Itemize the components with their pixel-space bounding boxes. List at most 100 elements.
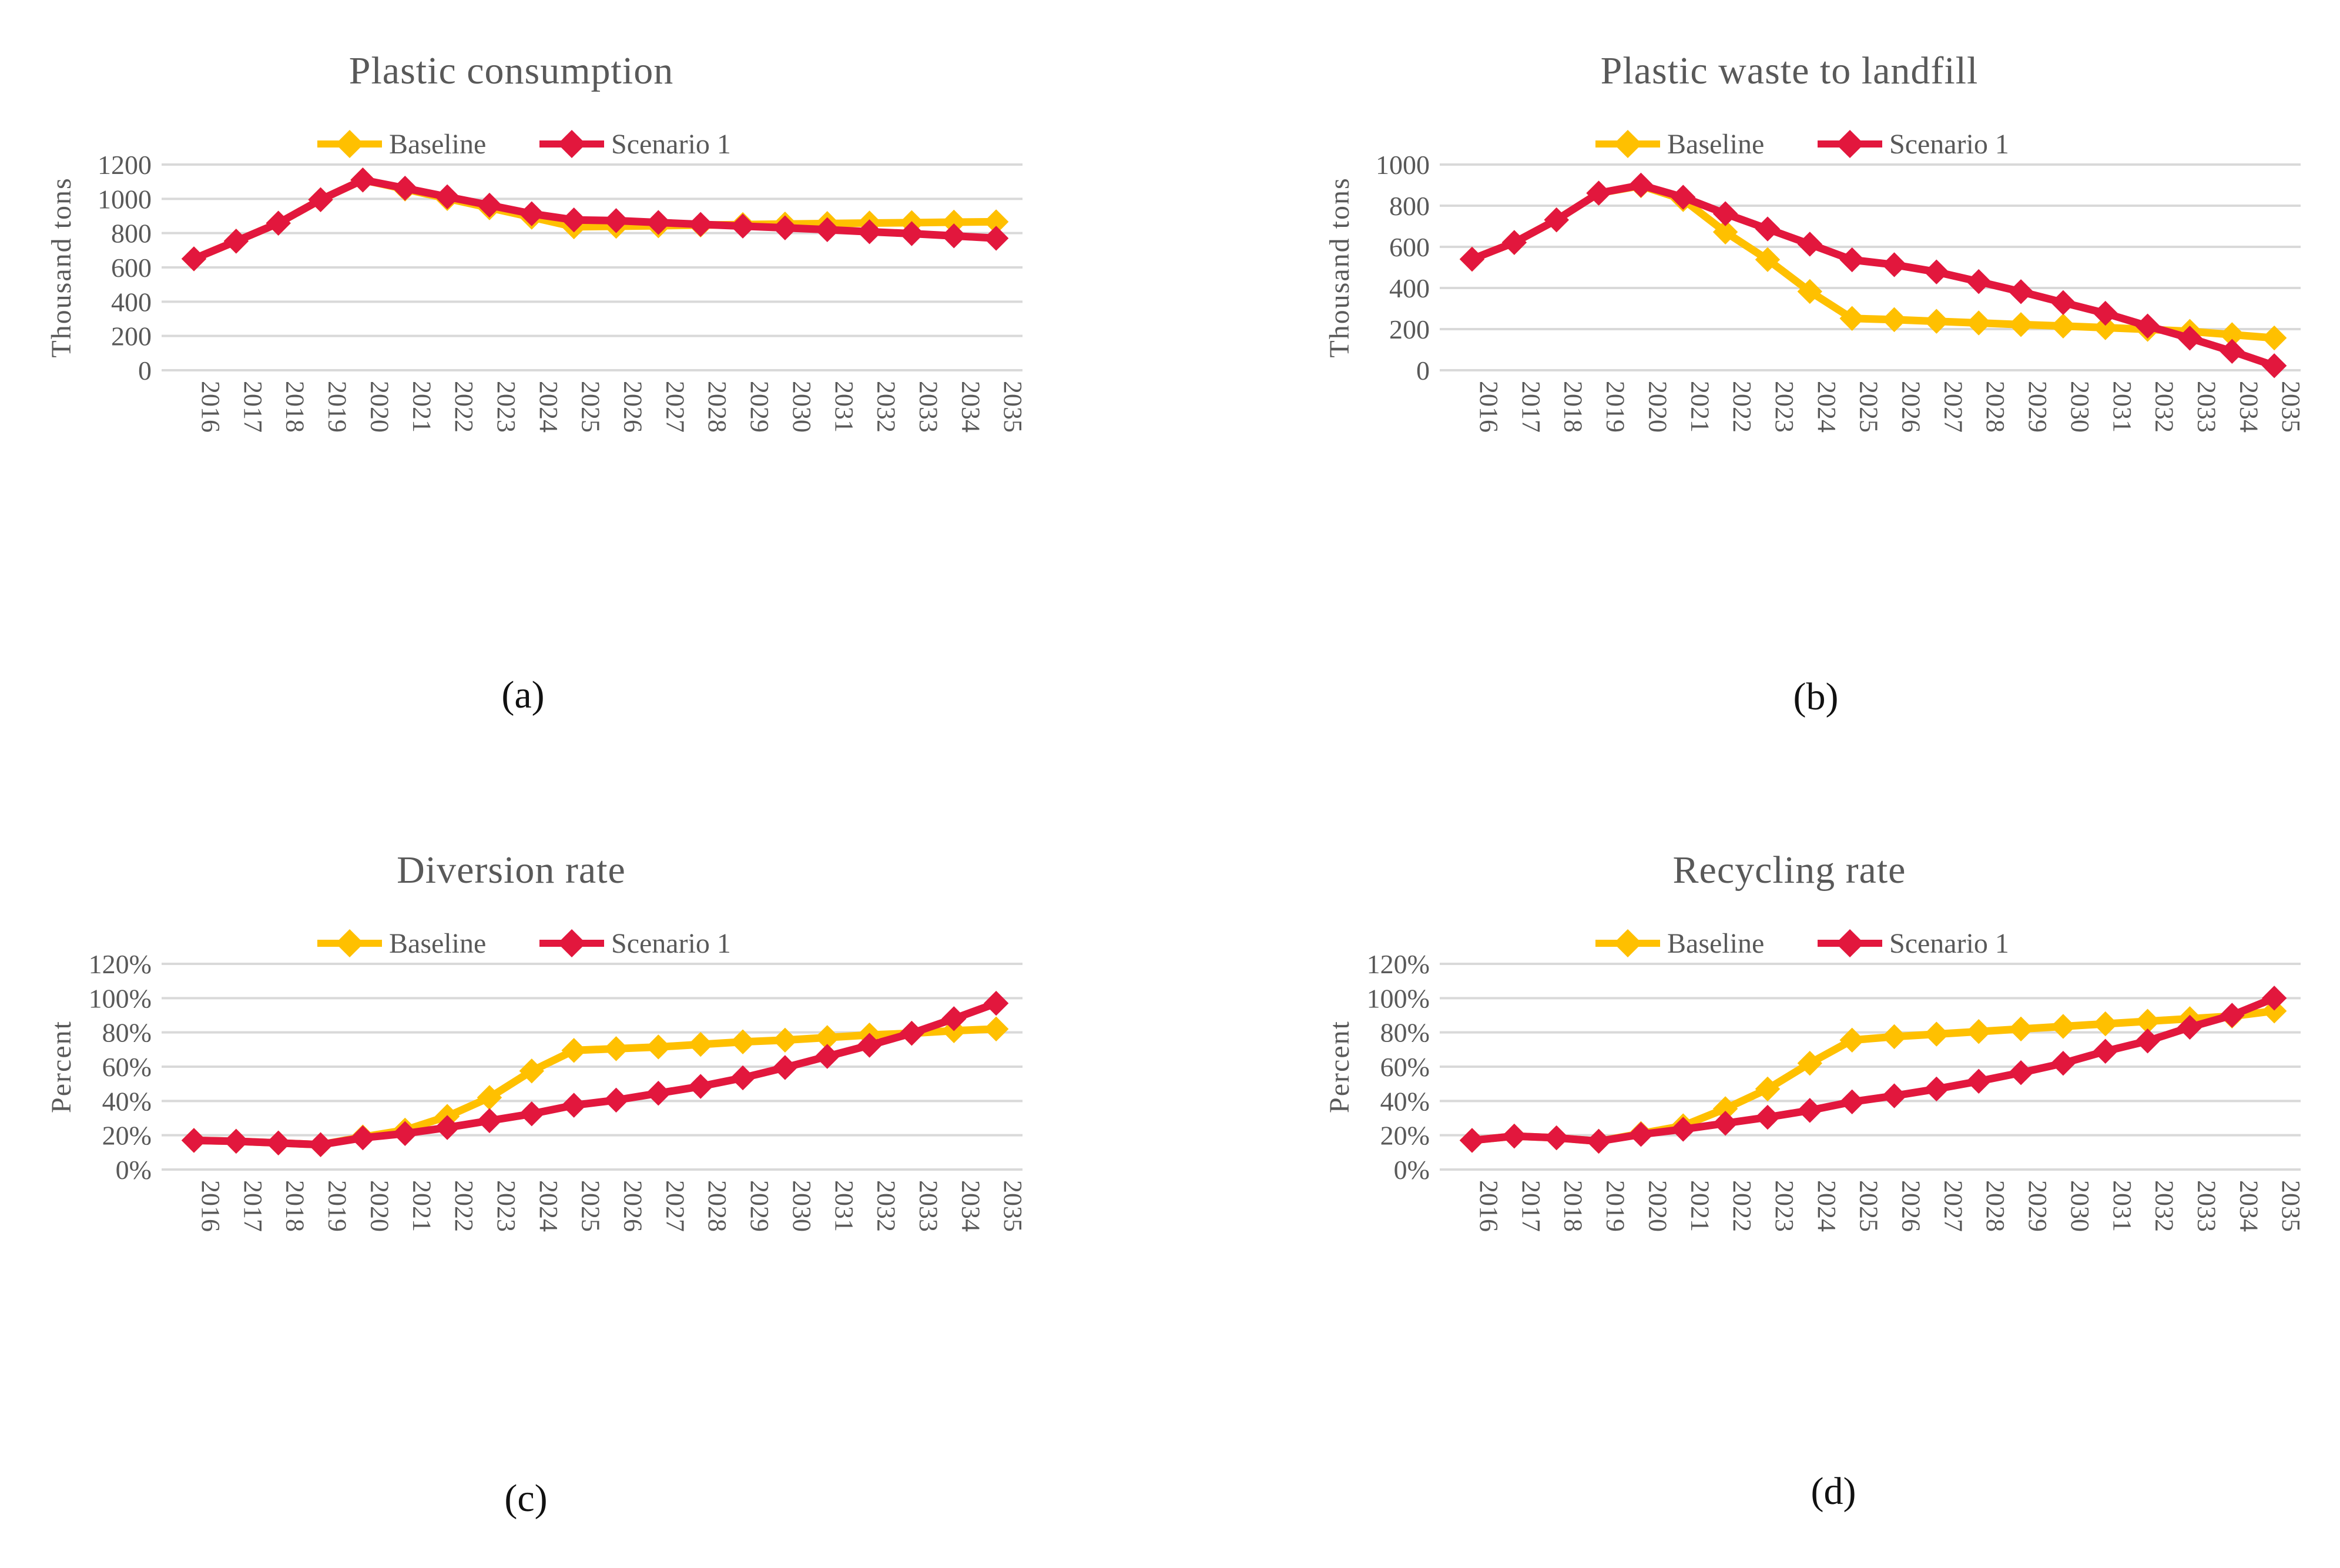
x-axis-tick-label: 2032 bbox=[872, 381, 901, 433]
x-axis-tick-label: 2024 bbox=[1812, 381, 1841, 433]
data-point-marker bbox=[477, 1085, 502, 1110]
data-point-marker bbox=[1839, 247, 1865, 273]
x-axis-tick-label: 2024 bbox=[534, 1180, 563, 1232]
y-axis-tick-label: 0% bbox=[116, 1155, 152, 1185]
plastic-waste-to-landfill-chart: 0 200 400 600 800 1000 Thousand tons Plastic wa… bbox=[1324, 49, 2305, 433]
x-axis-tick-label: 2021 bbox=[1685, 1180, 1714, 1232]
data-point-marker bbox=[181, 246, 207, 272]
y-axis-tick-label: 200 bbox=[111, 321, 152, 351]
data-point-marker bbox=[2220, 339, 2245, 364]
legend-item: Scenario 1 bbox=[1818, 129, 2009, 160]
data-point-marker bbox=[941, 209, 967, 235]
data-point-marker bbox=[772, 1055, 798, 1080]
legend-item: Baseline bbox=[1595, 129, 1764, 160]
data-point-marker bbox=[1924, 259, 1949, 284]
data-point-marker bbox=[2008, 1016, 2034, 1042]
x-axis-tick-label: 2032 bbox=[872, 1180, 901, 1232]
x-axis-tick-label: 2020 bbox=[1643, 1180, 1672, 1232]
x-axis-tick-label: 2016 bbox=[1474, 1180, 1503, 1232]
y-axis-tick-label: 40% bbox=[102, 1086, 152, 1116]
data-point-marker bbox=[434, 184, 460, 210]
data-point-marker bbox=[2135, 1028, 2160, 1054]
y-axis-tick-label: 120% bbox=[89, 949, 152, 979]
legend-marker-diamond bbox=[1835, 929, 1865, 958]
x-axis-tick-label: 2018 bbox=[281, 381, 310, 433]
data-point-marker bbox=[730, 213, 756, 239]
legend-item: Baseline bbox=[317, 928, 486, 959]
y-axis-tick-label: 20% bbox=[1380, 1121, 1430, 1151]
y-axis-tick-label: 20% bbox=[102, 1121, 152, 1151]
series-scenario1 bbox=[1459, 172, 2287, 378]
y-axis-title: Percent bbox=[1324, 1020, 1355, 1113]
chart-title: Plastic waste to landfill bbox=[1601, 49, 1979, 92]
data-point-marker bbox=[2261, 986, 2287, 1011]
x-axis-tick-label: 2029 bbox=[745, 381, 774, 433]
data-point-marker bbox=[1712, 1111, 1738, 1136]
x-axis-tick-label: 2031 bbox=[2108, 381, 2137, 433]
data-point-marker bbox=[223, 229, 249, 254]
data-point-marker bbox=[1544, 1125, 1569, 1151]
x-axis-tick-label: 2020 bbox=[365, 1180, 394, 1232]
legend-item: Scenario 1 bbox=[539, 129, 731, 160]
x-axis-tick-label: 2033 bbox=[914, 381, 943, 433]
x-axis-tick-label: 2016 bbox=[1474, 381, 1503, 433]
data-point-marker bbox=[688, 212, 713, 237]
data-point-marker bbox=[1924, 1021, 1949, 1047]
data-point-marker bbox=[1966, 269, 1992, 294]
y-axis-tick-label: 600 bbox=[1389, 232, 1430, 262]
data-point-marker bbox=[814, 217, 840, 243]
data-point-marker bbox=[1459, 246, 1485, 272]
x-axis-tick-label: 2025 bbox=[576, 1180, 605, 1232]
legend-item: Baseline bbox=[1595, 928, 1764, 959]
y-axis-tick-label: 400 bbox=[1389, 273, 1430, 303]
x-axis-tick-label: 2018 bbox=[1559, 381, 1588, 433]
y-axis-tick-label: 200 bbox=[1389, 314, 1430, 344]
data-point-marker bbox=[1839, 306, 1865, 331]
legend-marker-diamond bbox=[1835, 129, 1865, 159]
legend-label: Baseline bbox=[1667, 928, 1764, 959]
x-axis-tick-label: 2030 bbox=[787, 1180, 816, 1232]
y-axis-tick-label: 0% bbox=[1394, 1155, 1430, 1185]
series-scenario1 bbox=[181, 990, 1009, 1157]
x-axis-tick-label: 2024 bbox=[534, 381, 563, 433]
data-point-marker bbox=[1755, 216, 1781, 242]
x-axis-tick-label: 2027 bbox=[1939, 381, 1967, 433]
legend: Baseline Scenario 1 bbox=[317, 928, 731, 959]
data-point-marker bbox=[1797, 232, 1823, 257]
data-point-marker bbox=[2261, 325, 2287, 351]
legend: Baseline Scenario 1 bbox=[1595, 129, 2009, 160]
x-axis-tick-label: 2029 bbox=[2023, 381, 2052, 433]
data-point-marker bbox=[1966, 1068, 1992, 1094]
data-point-marker bbox=[1628, 172, 1654, 198]
data-point-marker bbox=[350, 1125, 376, 1151]
x-axis-tick-label: 2026 bbox=[1897, 381, 1926, 433]
y-axis-tick-label: 60% bbox=[102, 1052, 152, 1082]
data-point-marker bbox=[1628, 1121, 1654, 1147]
data-point-marker bbox=[857, 219, 882, 244]
data-point-marker bbox=[688, 1031, 713, 1057]
data-point-marker bbox=[1966, 1018, 1992, 1044]
x-axis-tick-label: 2026 bbox=[619, 381, 648, 433]
y-axis-tick-label: 800 bbox=[1389, 191, 1430, 221]
data-point-marker bbox=[1459, 1128, 1485, 1153]
y-axis-title: Thousand tons bbox=[1324, 177, 1355, 357]
data-point-marker bbox=[2093, 300, 2118, 326]
y-axis-tick-label: 400 bbox=[111, 287, 152, 317]
data-point-marker bbox=[2050, 1050, 2076, 1076]
legend-marker-diamond bbox=[335, 129, 364, 159]
x-axis-tick-label: 2019 bbox=[323, 1180, 352, 1232]
series-line bbox=[1468, 181, 2278, 370]
x-axis-tick-label: 2035 bbox=[998, 381, 1027, 433]
x-axis-tick-label: 2022 bbox=[450, 1180, 478, 1232]
x-axis-tick-label: 2018 bbox=[281, 1180, 310, 1232]
chart-title: Plastic consumption bbox=[349, 49, 673, 92]
data-point-marker bbox=[1882, 1083, 1907, 1108]
series-line bbox=[190, 999, 1000, 1149]
data-point-marker bbox=[2050, 1014, 2076, 1039]
data-point-marker bbox=[646, 1034, 671, 1060]
x-axis-tick-label: 2020 bbox=[365, 381, 394, 433]
data-point-marker bbox=[519, 1101, 545, 1127]
x-axis-tick-label: 2031 bbox=[830, 381, 859, 433]
legend-label: Scenario 1 bbox=[611, 928, 731, 959]
data-point-marker bbox=[2050, 313, 2076, 339]
